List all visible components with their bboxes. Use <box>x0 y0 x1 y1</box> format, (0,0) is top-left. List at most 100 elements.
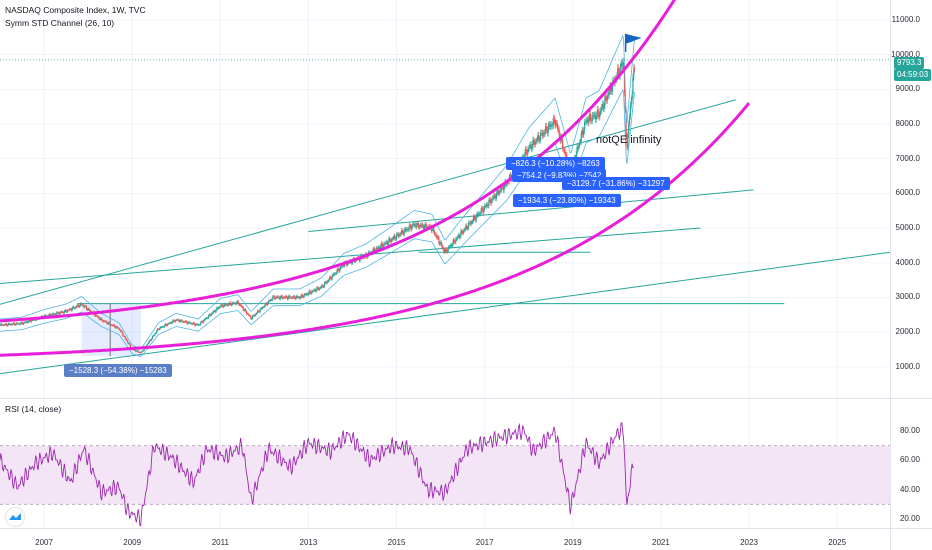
candle-body <box>257 310 260 312</box>
tradingview-logo-icon[interactable] <box>6 508 24 526</box>
candle-body <box>437 236 439 238</box>
candle-body <box>262 307 264 309</box>
candle-body <box>308 290 310 294</box>
price-tick-label: 9000.0 <box>895 84 920 94</box>
candle-body <box>28 319 30 323</box>
candle-body <box>195 324 197 326</box>
candle-body <box>4 324 6 326</box>
candle-body <box>581 130 583 135</box>
candle-body <box>554 120 556 126</box>
candle-body <box>292 296 294 298</box>
drawdown-tag-a[interactable]: −826.3 (−10.28%) −8263 <box>506 157 605 170</box>
candle-body <box>321 285 323 287</box>
candle-body <box>434 232 436 235</box>
note-text[interactable]: notQE infinity <box>596 134 662 146</box>
candle-body <box>284 297 286 298</box>
candle-body <box>392 237 394 240</box>
candle-body <box>539 132 542 141</box>
drawdown-tag-2008[interactable]: −1528.3 (−54.38%) −15283 <box>64 364 172 377</box>
candle-body <box>83 305 85 307</box>
candle-body <box>259 309 261 313</box>
candle-body <box>534 141 536 145</box>
candle-body <box>245 311 248 314</box>
candle-body <box>336 269 338 273</box>
candle-body <box>606 98 608 101</box>
candle-body <box>273 296 275 297</box>
candle-body <box>530 144 532 149</box>
candle-body <box>439 242 442 244</box>
candle-body <box>528 146 531 149</box>
candle-body <box>57 312 60 315</box>
candle-body <box>191 323 193 325</box>
candle-body <box>627 134 629 148</box>
candle-body <box>264 303 266 307</box>
candle-body <box>400 233 402 235</box>
candle-body <box>395 234 398 240</box>
candle-body <box>102 320 104 322</box>
candle-body <box>588 117 590 123</box>
candle-body <box>611 81 614 92</box>
candle-body <box>397 234 399 237</box>
candle-body <box>284 296 287 298</box>
candle-body <box>463 230 465 231</box>
candle-body <box>485 204 487 207</box>
candle-body <box>380 243 382 247</box>
candle-body <box>334 273 337 275</box>
price-tick-label: 5000.0 <box>895 223 920 233</box>
candle-body <box>328 279 330 282</box>
candle-body <box>534 141 537 145</box>
pane-separator <box>0 398 932 399</box>
candle-body <box>231 302 233 306</box>
candle-body <box>218 306 221 309</box>
candle-body <box>536 138 538 142</box>
candle-body <box>406 229 408 231</box>
symbol-title[interactable]: NASDAQ Composite Index, 1W, TVC <box>5 5 146 15</box>
candle-body <box>233 303 235 304</box>
candle-body <box>330 278 332 280</box>
candle-body <box>576 147 578 155</box>
rsi-title[interactable]: RSI (14, close) <box>5 404 62 414</box>
candle-body <box>165 323 167 326</box>
candle-body <box>171 322 173 324</box>
arc-upper <box>0 0 677 323</box>
candle-body <box>162 326 165 328</box>
countdown-badge: 04:59:03 <box>894 69 932 81</box>
time-tick-label: 2013 <box>299 538 318 547</box>
candle-body <box>316 287 318 291</box>
candle-body <box>454 241 456 243</box>
candle-body <box>606 95 609 101</box>
candle-body <box>608 91 610 95</box>
candle-body <box>175 319 177 321</box>
candle-body <box>472 220 474 223</box>
candle-body <box>596 109 598 116</box>
drawdown-tag-c[interactable]: −3129.7 (−31.86%) −31297 <box>562 177 670 190</box>
candle-body <box>78 304 80 307</box>
candle-body <box>602 104 604 109</box>
candle-body <box>68 308 71 311</box>
candle-body <box>69 308 71 310</box>
candle-body <box>456 238 458 240</box>
candle-body <box>557 128 559 130</box>
candle-body <box>593 115 595 117</box>
candle-body <box>314 289 316 292</box>
candle-body <box>441 245 443 248</box>
candle-body <box>206 317 209 319</box>
candle-body <box>134 350 137 352</box>
time-tick-label: 2021 <box>651 538 670 547</box>
candle-body <box>172 320 174 323</box>
candle-body <box>184 321 186 323</box>
candle-body <box>151 336 154 339</box>
candle-body <box>48 313 50 316</box>
candle-body <box>23 322 26 324</box>
candle-body <box>44 315 46 317</box>
candle-body <box>418 226 421 228</box>
candle-body <box>116 326 118 328</box>
candle-body <box>484 205 487 207</box>
candle-body <box>456 236 459 239</box>
candle-body <box>17 323 19 325</box>
indicator-title[interactable]: Symm STD Channel (26, 10) <box>5 18 115 28</box>
drawdown-tag-d[interactable]: −1934.3 (−23.80%) −19343 <box>513 194 621 207</box>
channel-upper <box>0 34 635 350</box>
candle-body <box>86 309 88 310</box>
